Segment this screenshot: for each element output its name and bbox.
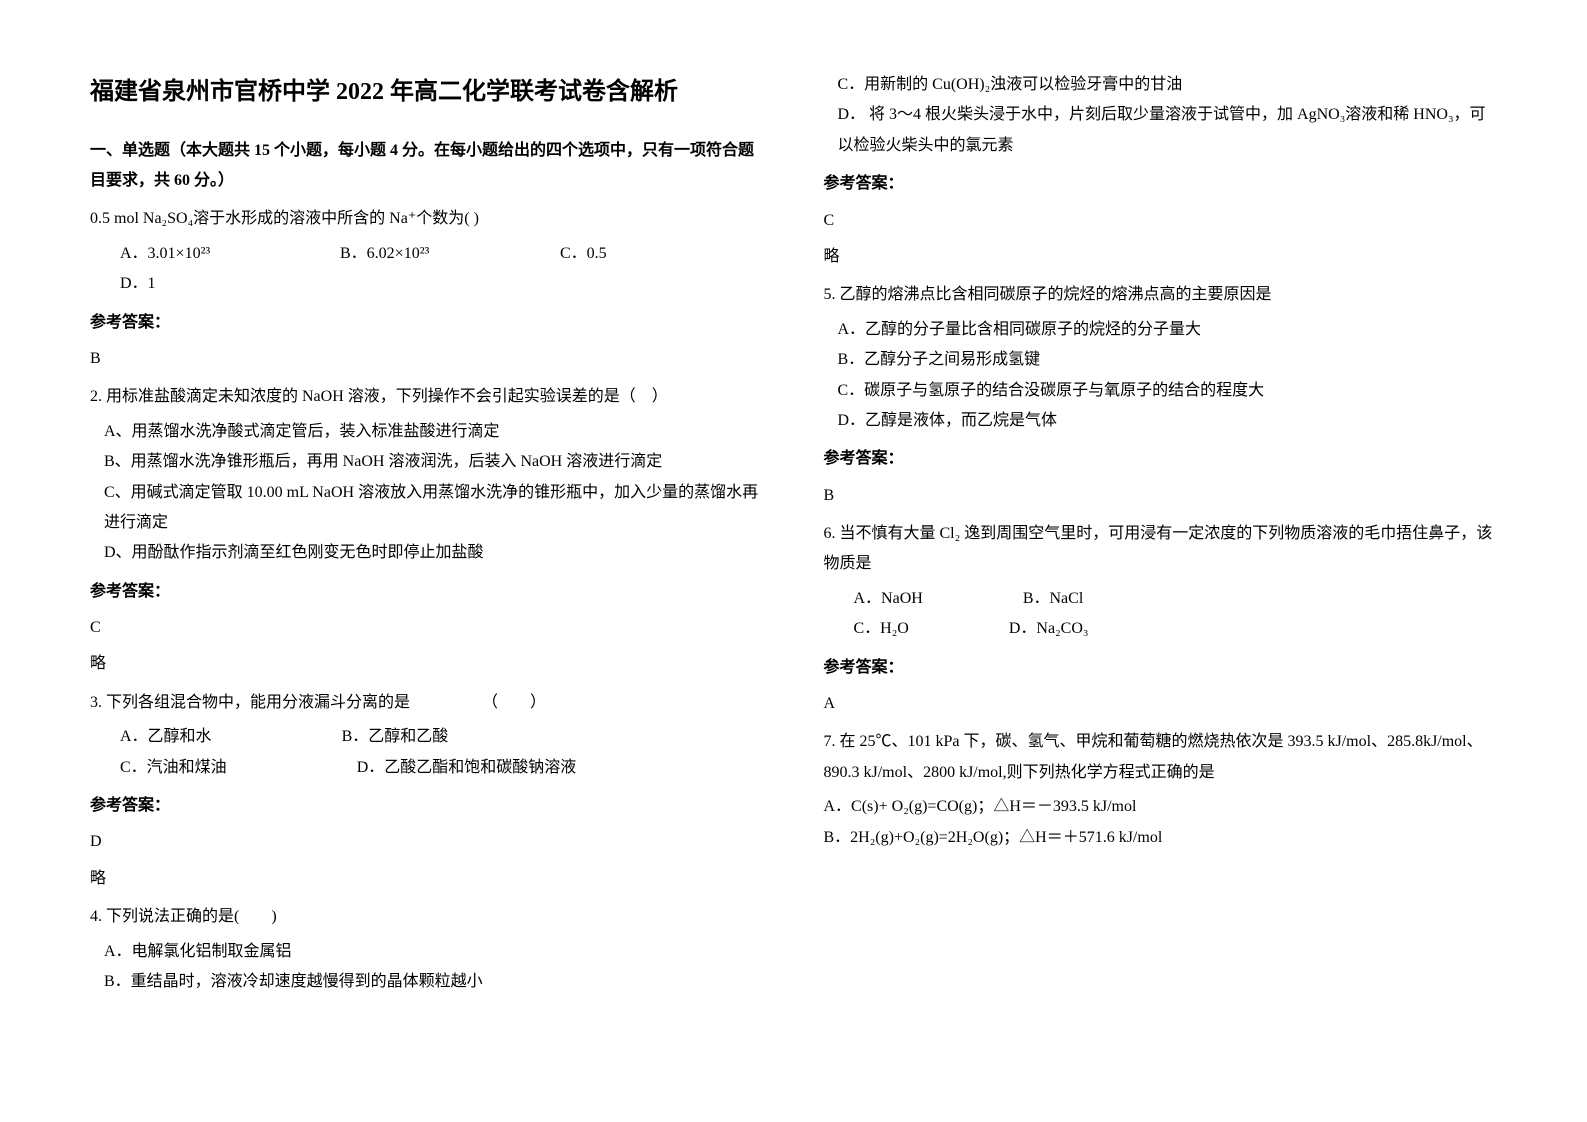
q7-opt-b: B．2H₂(g)+O₂(g)=2H₂O(g)；△H＝＋571.6 kJ/mol bbox=[824, 823, 1498, 853]
q1-ans-label: 参考答案： bbox=[90, 308, 764, 338]
q6-opt-b: B．NaCl bbox=[1023, 584, 1083, 614]
q2-ans-label: 参考答案： bbox=[90, 577, 764, 607]
q2-stem: 2. 用标准盐酸滴定未知浓度的 NaOH 溶液，下列操作不会引起实验误差的是（ … bbox=[90, 382, 764, 412]
q4-stem: 4. 下列说法正确的是( ) bbox=[90, 902, 764, 932]
q7-opt-a: A．C(s)+ O₂(g)=CO(g)；△H＝－393.5 kJ/mol bbox=[824, 792, 1498, 822]
q6-stem: 6. 当不慎有大量 Cl₂ 逸到周围空气里时，可用浸有一定浓度的下列物质溶液的毛… bbox=[824, 519, 1498, 580]
page-root: 福建省泉州市官桥中学 2022 年高二化学联考试卷含解析 一、单选题（本大题共 … bbox=[0, 0, 1587, 1037]
q2-note: 略 bbox=[90, 649, 764, 679]
q3-stem: 3. 下列各组混合物中，能用分液漏斗分离的是 （ ） bbox=[90, 688, 764, 718]
section-header: 一、单选题（本大题共 15 个小题，每小题 4 分。在每小题给出的四个选项中，只… bbox=[90, 136, 764, 197]
q5-ans: B bbox=[824, 481, 1498, 511]
q1-opt-d: D．1 bbox=[120, 269, 764, 299]
q3-ans: D bbox=[90, 827, 764, 857]
q7-stem: 7. 在 25℃、101 kPa 下，碳、氢气、甲烷和葡萄糖的燃烧热依次是 39… bbox=[824, 727, 1498, 788]
q1-opt-b: B．6.02×10²³ bbox=[340, 239, 560, 269]
q6-opt-c: C．H₂O bbox=[854, 614, 909, 644]
q4-ans: C bbox=[824, 206, 1498, 236]
q6-ans: A bbox=[824, 689, 1498, 719]
exam-title: 福建省泉州市官桥中学 2022 年高二化学联考试卷含解析 bbox=[90, 70, 764, 116]
q2-opt-d: D、用酚酞作指示剂滴至红色刚变无色时即停止加盐酸 bbox=[90, 538, 764, 568]
q2-ans: C bbox=[90, 613, 764, 643]
q4-ans-label: 参考答案： bbox=[824, 169, 1498, 199]
q5-stem: 5. 乙醇的熔沸点比含相同碳原子的烷烃的熔沸点高的主要原因是 bbox=[824, 280, 1498, 310]
left-column: 福建省泉州市官桥中学 2022 年高二化学联考试卷含解析 一、单选题（本大题共 … bbox=[90, 70, 764, 997]
q3-note: 略 bbox=[90, 864, 764, 894]
q1-stem: 0.5 mol Na₂SO₄溶于水形成的溶液中所含的 Na⁺个数为( ) bbox=[90, 204, 764, 234]
q4-opt-c: C．用新制的 Cu(OH)₂浊液可以检验牙膏中的甘油 bbox=[824, 70, 1498, 100]
q4-note: 略 bbox=[824, 242, 1498, 272]
q3-opt-c: C．汽油和煤油 bbox=[120, 753, 227, 783]
right-column: C．用新制的 Cu(OH)₂浊液可以检验牙膏中的甘油 D． 将 3～4 根火柴头… bbox=[824, 70, 1498, 997]
q6-ans-label: 参考答案： bbox=[824, 653, 1498, 683]
q1-opt-c: C．0.5 bbox=[560, 239, 607, 269]
q3-row1: A．乙醇和水 B．乙醇和乙酸 bbox=[90, 722, 764, 752]
q5-opt-c: C．碳原子与氢原子的结合没碳原子与氧原子的结合的程度大 bbox=[824, 376, 1498, 406]
q6-opt-d: D．Na₂CO₃ bbox=[1009, 614, 1089, 644]
q1-options: A．3.01×10²³ B．6.02×10²³ C．0.5 D．1 bbox=[90, 239, 764, 300]
q3-row2: C．汽油和煤油 D．乙酸乙酯和饱和碳酸钠溶液 bbox=[90, 753, 764, 783]
q5-ans-label: 参考答案： bbox=[824, 444, 1498, 474]
q2-opt-a: A、用蒸馏水洗净酸式滴定管后，装入标准盐酸进行滴定 bbox=[90, 417, 764, 447]
q6-row1: A．NaOH B．NaCl bbox=[824, 584, 1498, 614]
q6-row2: C．H₂O D．Na₂CO₃ bbox=[824, 614, 1498, 644]
q4-opt-b: B．重结晶时，溶液冷却速度越慢得到的晶体颗粒越小 bbox=[90, 967, 764, 997]
q4-opt-a: A．电解氯化铝制取金属铝 bbox=[90, 937, 764, 967]
q4-opt-d: D． 将 3～4 根火柴头浸于水中，片刻后取少量溶液于试管中，加 AgNO₃溶液… bbox=[824, 100, 1498, 161]
q2-opt-b: B、用蒸馏水洗净锥形瓶后，再用 NaOH 溶液润洗，后装入 NaOH 溶液进行滴… bbox=[90, 447, 764, 477]
q3-opt-d: D．乙酸乙酯和饱和碳酸钠溶液 bbox=[357, 753, 577, 783]
q3-ans-label: 参考答案： bbox=[90, 791, 764, 821]
q3-opt-b: B．乙醇和乙酸 bbox=[342, 722, 449, 752]
q3-opt-a: A．乙醇和水 bbox=[120, 722, 212, 752]
q6-opt-a: A．NaOH bbox=[854, 584, 923, 614]
q1-opt-a: A．3.01×10²³ bbox=[120, 239, 340, 269]
q5-opt-a: A．乙醇的分子量比含相同碳原子的烷烃的分子量大 bbox=[824, 315, 1498, 345]
q5-opt-b: B．乙醇分子之间易形成氢键 bbox=[824, 345, 1498, 375]
q2-opt-c: C、用碱式滴定管取 10.00 mL NaOH 溶液放入用蒸馏水洗净的锥形瓶中，… bbox=[90, 478, 764, 539]
q1-ans: B bbox=[90, 344, 764, 374]
q5-opt-d: D．乙醇是液体，而乙烷是气体 bbox=[824, 406, 1498, 436]
